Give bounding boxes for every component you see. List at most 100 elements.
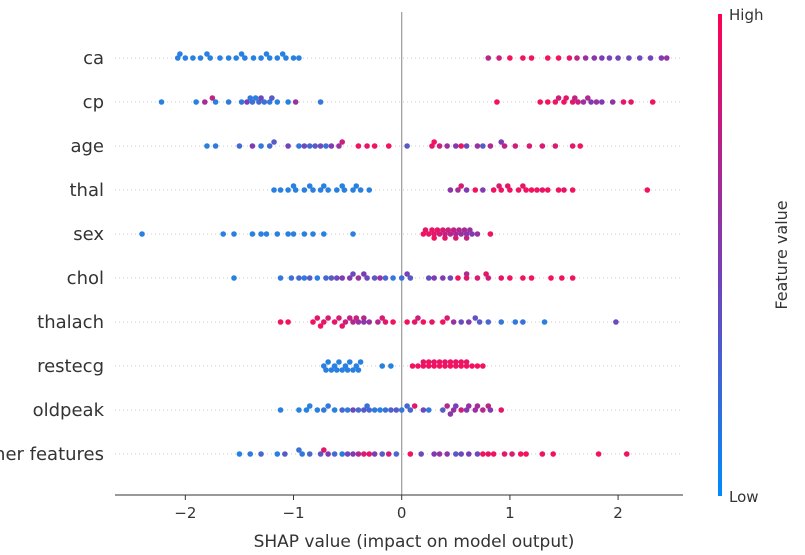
data-point bbox=[498, 319, 505, 325]
data-point bbox=[429, 227, 435, 233]
data-point bbox=[282, 451, 288, 457]
data-point bbox=[609, 99, 616, 105]
data-point bbox=[436, 359, 443, 365]
data-point bbox=[415, 363, 421, 369]
data-point bbox=[398, 407, 405, 413]
feature-label: Sum of 4 other features bbox=[0, 444, 104, 465]
data-point bbox=[569, 275, 576, 281]
data-point bbox=[344, 367, 351, 373]
data-point bbox=[559, 275, 565, 281]
data-point bbox=[537, 99, 543, 105]
data-point bbox=[425, 407, 432, 413]
feature-label: sex bbox=[73, 224, 104, 245]
data-point bbox=[388, 407, 394, 413]
data-point bbox=[626, 55, 632, 61]
data-point bbox=[197, 55, 204, 61]
data-point bbox=[366, 319, 373, 325]
data-point bbox=[483, 271, 489, 277]
data-point bbox=[431, 275, 437, 281]
data-point bbox=[328, 143, 335, 149]
data-point bbox=[474, 231, 481, 237]
data-point bbox=[225, 55, 232, 61]
x-tick-label: 0 bbox=[397, 504, 407, 522]
data-point bbox=[339, 407, 346, 413]
data-point bbox=[431, 451, 437, 457]
data-point bbox=[472, 187, 479, 193]
data-point bbox=[277, 407, 284, 413]
data-point bbox=[550, 451, 556, 457]
data-point bbox=[463, 359, 470, 365]
data-point bbox=[325, 187, 331, 193]
colorbar-title: Feature value bbox=[772, 200, 791, 309]
data-point bbox=[209, 95, 216, 101]
data-point bbox=[301, 187, 308, 193]
data-point bbox=[388, 363, 394, 369]
data-point bbox=[485, 319, 492, 325]
data-point bbox=[517, 451, 524, 457]
data-point bbox=[290, 183, 297, 189]
data-point bbox=[321, 407, 327, 413]
data-point bbox=[404, 271, 410, 277]
data-point bbox=[350, 407, 356, 413]
data-point bbox=[569, 143, 576, 149]
data-point bbox=[458, 363, 465, 369]
data-point bbox=[355, 451, 362, 457]
data-point bbox=[453, 403, 459, 409]
data-point bbox=[447, 411, 454, 417]
data-point bbox=[420, 319, 427, 325]
data-point bbox=[498, 139, 505, 145]
data-point bbox=[306, 275, 313, 281]
data-point bbox=[442, 235, 448, 241]
data-point bbox=[409, 363, 416, 369]
data-point bbox=[182, 55, 189, 61]
data-point bbox=[364, 403, 370, 409]
data-point bbox=[296, 275, 302, 281]
colorbar-gradient-bar bbox=[718, 14, 722, 496]
data-point bbox=[274, 231, 281, 237]
data-point bbox=[544, 187, 551, 193]
data-point bbox=[350, 319, 356, 325]
data-point bbox=[271, 187, 277, 193]
data-point bbox=[361, 407, 367, 413]
data-point bbox=[258, 231, 264, 237]
data-point bbox=[411, 403, 418, 409]
data-point bbox=[440, 407, 446, 413]
data-point bbox=[534, 187, 540, 193]
data-point bbox=[231, 275, 237, 281]
data-point bbox=[231, 231, 237, 237]
data-point bbox=[325, 451, 331, 457]
data-point bbox=[440, 275, 446, 281]
data-point bbox=[371, 143, 378, 149]
data-point bbox=[444, 451, 450, 457]
data-point bbox=[575, 99, 581, 105]
data-point bbox=[279, 51, 286, 57]
data-point bbox=[480, 187, 486, 193]
data-point bbox=[572, 95, 578, 101]
data-point bbox=[238, 99, 245, 105]
data-point bbox=[339, 451, 346, 457]
data-point bbox=[385, 451, 392, 457]
data-point bbox=[465, 451, 472, 457]
data-point bbox=[366, 451, 373, 457]
data-point bbox=[379, 451, 386, 457]
data-point bbox=[548, 275, 554, 281]
data-point bbox=[207, 55, 214, 61]
data-point bbox=[480, 451, 486, 457]
data-point bbox=[366, 187, 373, 193]
data-point bbox=[361, 315, 367, 321]
data-point bbox=[507, 55, 513, 61]
data-point bbox=[411, 319, 418, 325]
feature-label: oldpeak bbox=[33, 400, 105, 421]
data-point bbox=[563, 95, 569, 101]
data-point bbox=[323, 275, 329, 281]
data-point bbox=[509, 451, 515, 457]
data-point bbox=[344, 451, 351, 457]
data-point bbox=[371, 451, 378, 457]
data-point bbox=[487, 143, 494, 149]
data-point bbox=[190, 55, 196, 61]
data-point bbox=[404, 403, 410, 409]
data-point bbox=[520, 319, 526, 325]
data-point bbox=[350, 187, 356, 193]
data-point bbox=[288, 275, 295, 281]
data-point bbox=[290, 231, 297, 237]
